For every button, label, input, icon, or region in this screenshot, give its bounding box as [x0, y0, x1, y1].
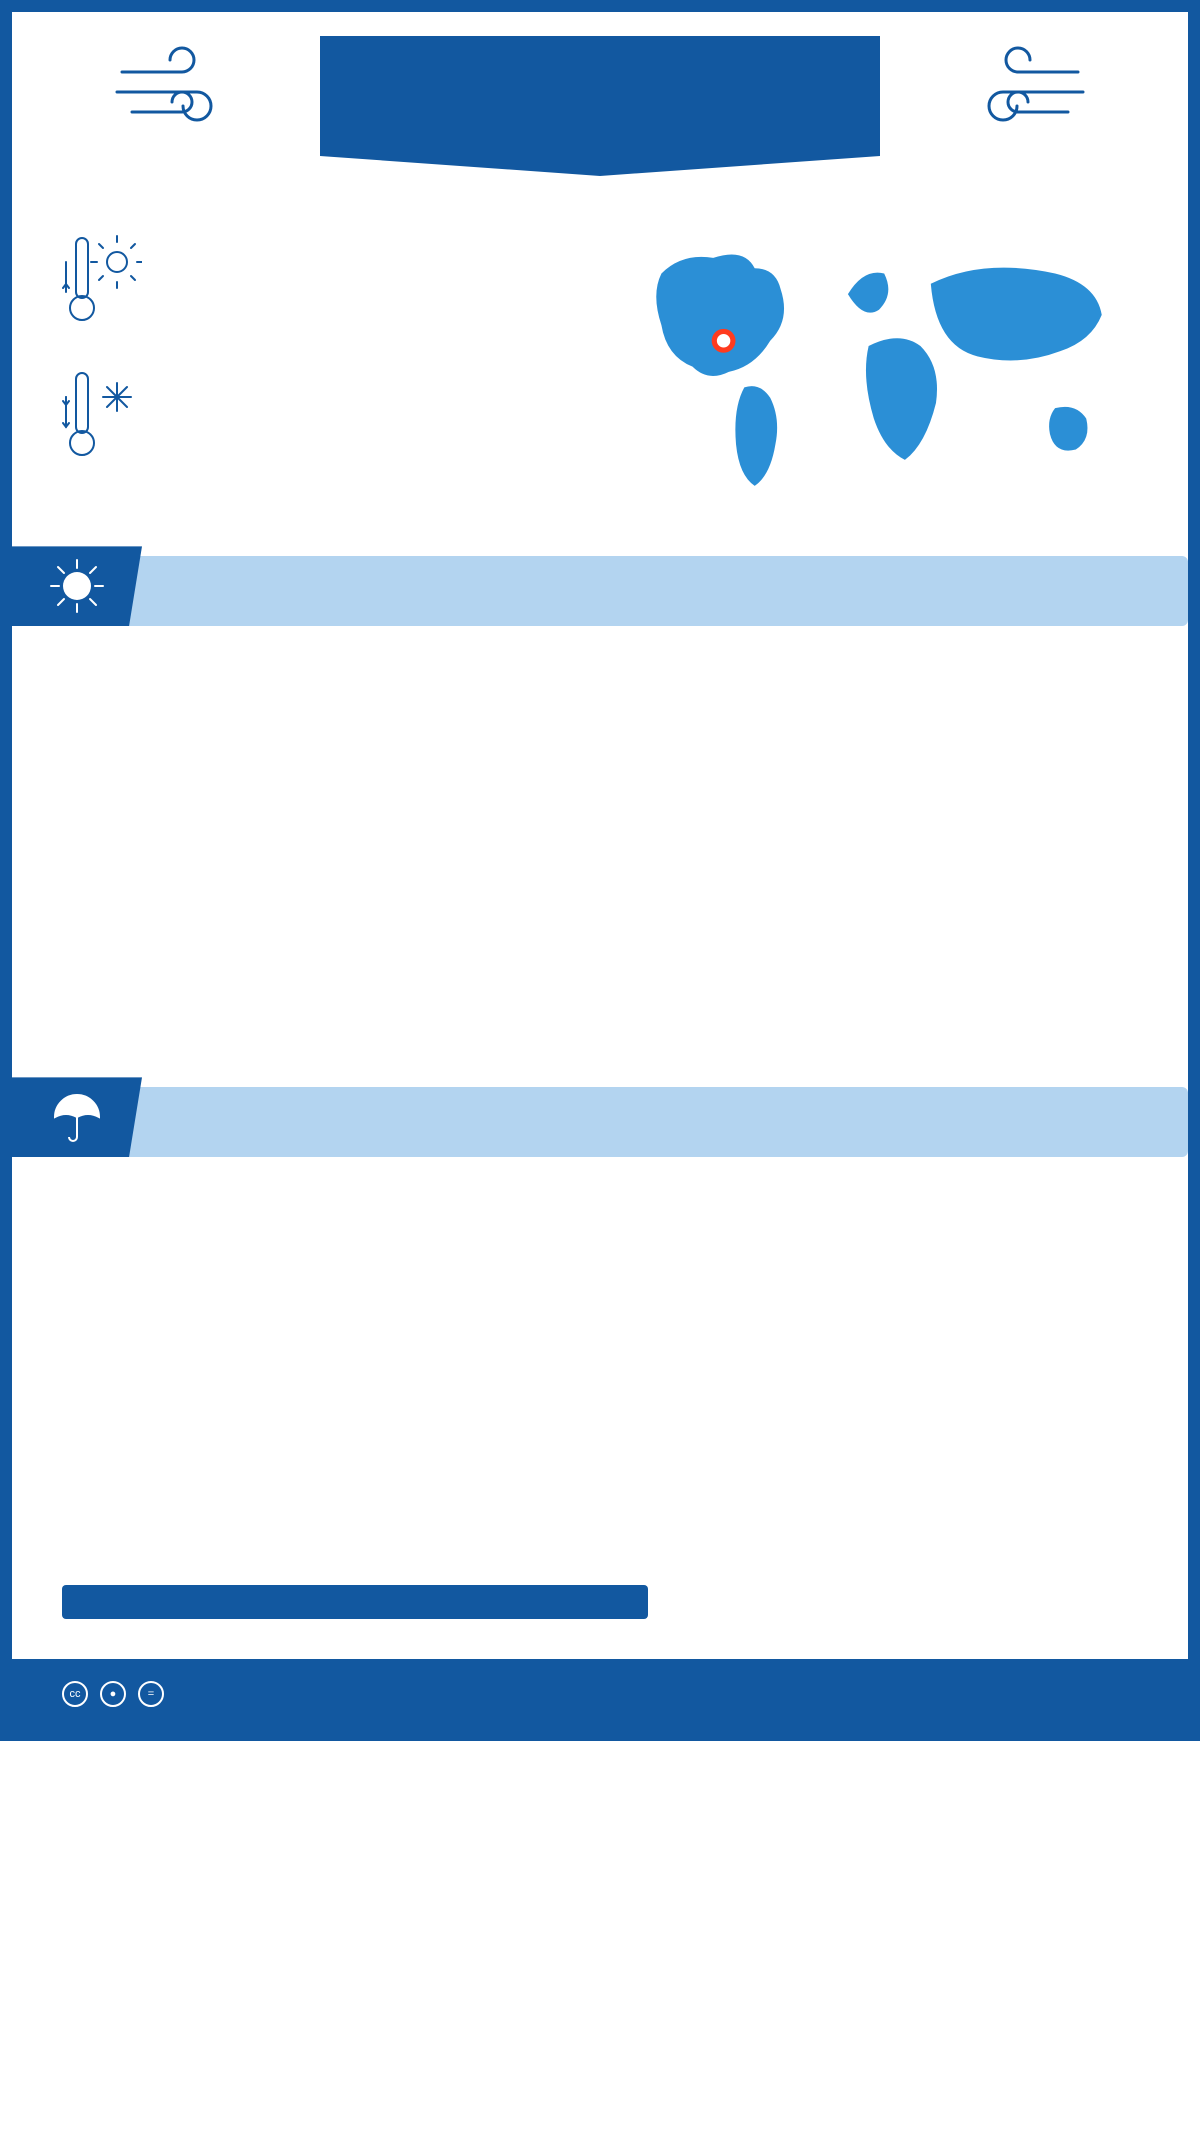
- cc-icon: cc: [62, 1681, 88, 1707]
- temperature-line-chart: [62, 676, 648, 996]
- precip-text: [688, 1207, 1138, 1619]
- precip-legend: [62, 1555, 648, 1565]
- footer: cc ● =: [12, 1659, 1188, 1729]
- thermometer-sun-icon: [62, 232, 142, 337]
- wind-icon: [958, 42, 1088, 137]
- summary-section: [62, 232, 1138, 506]
- sun-icon: [12, 546, 142, 626]
- rain-chance-box: [62, 1585, 648, 1619]
- temperature-stats: [688, 676, 1138, 1007]
- temperature-section-header: [12, 536, 1188, 646]
- title-banner: [320, 36, 880, 156]
- temperature-legend: [62, 1004, 648, 1007]
- umbrella-icon: [12, 1077, 142, 1157]
- precip-bar-chart: [62, 1207, 648, 1547]
- wind-icon: [112, 42, 242, 137]
- precip-section-header: [12, 1067, 1188, 1177]
- license-block: cc ● =: [62, 1681, 176, 1707]
- cold-summary: [62, 367, 580, 472]
- by-icon: ●: [100, 1681, 126, 1707]
- infographic-page: cc ● =: [0, 0, 1200, 1741]
- thermometer-snow-icon: [62, 367, 142, 472]
- header: [62, 12, 1138, 192]
- world-map: [620, 232, 1138, 506]
- nd-icon: =: [138, 1681, 164, 1707]
- hot-summary: [62, 232, 580, 337]
